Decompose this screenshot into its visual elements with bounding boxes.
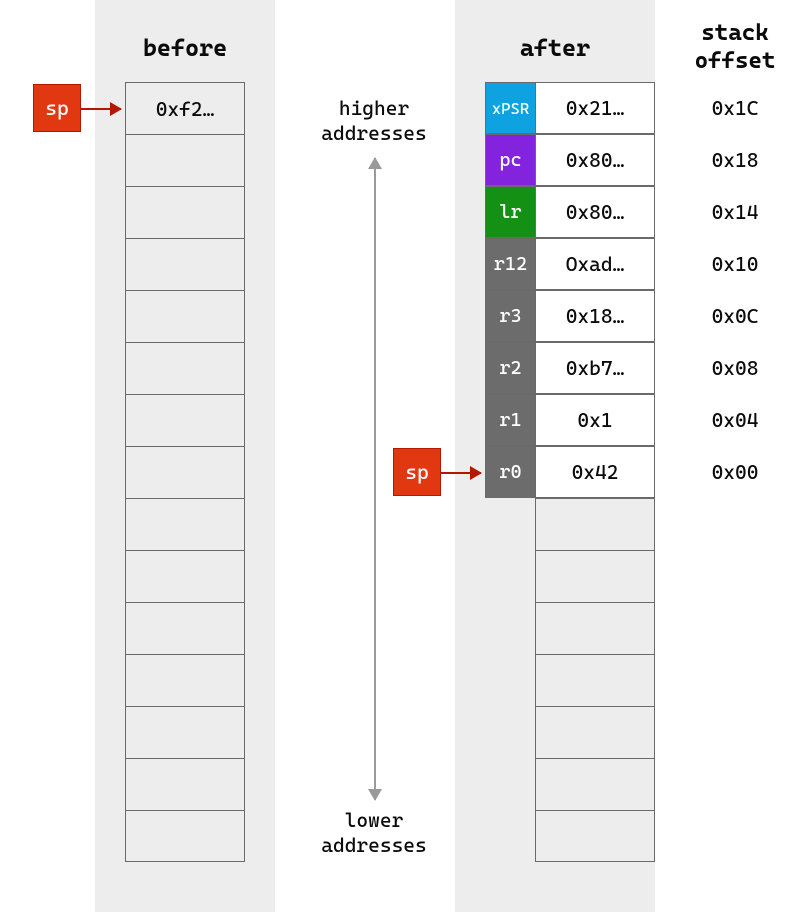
register-value: 0x21… <box>535 82 655 134</box>
stack-entry-r0: r00x42 <box>485 446 655 498</box>
stack-cell <box>126 811 244 863</box>
stack-cell <box>126 135 244 187</box>
stack-cell <box>536 759 654 811</box>
register-value: 0x80… <box>535 186 655 238</box>
register-label: r3 <box>485 290 535 342</box>
lower-addresses-label: loweraddresses <box>304 808 444 858</box>
stack-entry-r3: r30x18… <box>485 290 655 342</box>
sp-pointer-after: sp <box>393 448 441 496</box>
stack-cell <box>126 707 244 759</box>
register-label: lr <box>485 186 535 238</box>
before-stack: 0xf2… <box>125 82 245 862</box>
stack-cell <box>126 343 244 395</box>
stack-cell <box>126 291 244 343</box>
stack-entry-lr: lr0x80… <box>485 186 655 238</box>
stack-cell <box>126 655 244 707</box>
stack-entry-r12: r12Oxad… <box>485 238 655 290</box>
before-top-value: 0xf2… <box>126 83 244 135</box>
stack-cell <box>126 551 244 603</box>
register-value: 0x42 <box>535 446 655 498</box>
stack-offset: 0x1C <box>700 82 770 134</box>
stack-offset: 0x00 <box>700 446 770 498</box>
stack-offset: 0x10 <box>700 238 770 290</box>
stack-cell <box>536 707 654 759</box>
stack-cell <box>536 551 654 603</box>
sp-arrow-after <box>441 472 481 474</box>
register-label: xPSR <box>485 82 535 134</box>
stack-entry-xpsr: xPSR0x21… <box>485 82 655 134</box>
stack-entry-r2: r20xb7… <box>485 342 655 394</box>
higher-addresses-label: higheraddresses <box>304 96 444 146</box>
stack-cell <box>126 603 244 655</box>
register-label: r1 <box>485 394 535 446</box>
stack-entry-r1: r10x1 <box>485 394 655 446</box>
stack-offset: 0x18 <box>700 134 770 186</box>
stack-offset: 0x0C <box>700 290 770 342</box>
sp-arrow-before <box>81 108 121 110</box>
stack-offset: 0x14 <box>700 186 770 238</box>
stack-cell <box>536 655 654 707</box>
address-direction-arrow <box>374 158 376 800</box>
stack-cell <box>126 759 244 811</box>
sp-pointer-before: sp <box>33 84 81 132</box>
register-value: 0x80… <box>535 134 655 186</box>
stack-offset-heading: stackoffset <box>680 20 790 75</box>
stack-cell <box>126 499 244 551</box>
register-label: r2 <box>485 342 535 394</box>
stack-cell <box>536 603 654 655</box>
stack-cell <box>126 395 244 447</box>
before-heading: before <box>95 34 275 62</box>
register-label: r0 <box>485 446 535 498</box>
after-heading: after <box>455 34 655 62</box>
register-value: Oxad… <box>535 238 655 290</box>
stack-offset: 0x04 <box>700 394 770 446</box>
stack-cell <box>536 499 654 551</box>
stack-offset: 0x08 <box>700 342 770 394</box>
register-label: pc <box>485 134 535 186</box>
register-value: 0xb7… <box>535 342 655 394</box>
stack-cell <box>126 187 244 239</box>
stack-cell <box>536 811 654 863</box>
register-value: 0x18… <box>535 290 655 342</box>
stack-entry-pc: pc0x80… <box>485 134 655 186</box>
register-label: r12 <box>485 238 535 290</box>
stack-cell <box>126 447 244 499</box>
register-value: 0x1 <box>535 394 655 446</box>
stack-cell <box>126 239 244 291</box>
